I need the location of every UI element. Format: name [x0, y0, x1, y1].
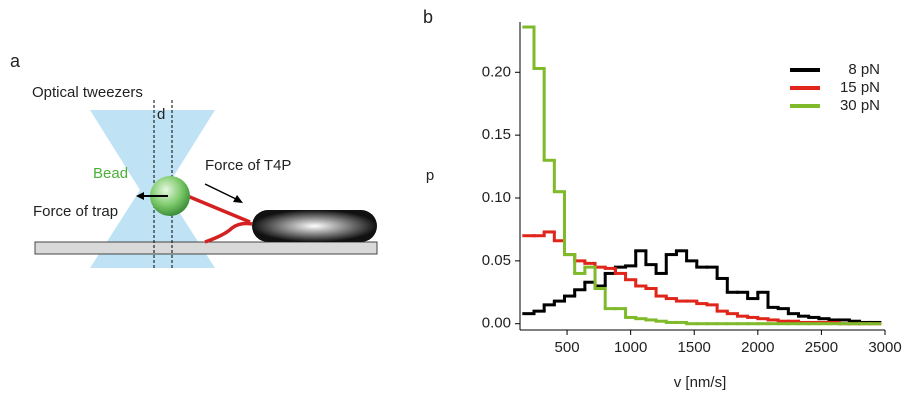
- y-tick-label: 0.15: [482, 126, 511, 143]
- t4p-label: Force of T4P: [205, 157, 291, 174]
- y-tick-label: 0.05: [482, 252, 511, 269]
- bacterium: [252, 210, 377, 242]
- bead: [150, 176, 190, 216]
- y-tick-label: 0.20: [482, 63, 511, 80]
- pilus: [184, 193, 253, 244]
- legend-label: 15 pN: [840, 79, 880, 96]
- panel-label: b: [423, 7, 433, 27]
- legend-label: 8 pN: [848, 61, 880, 78]
- y-tick-label: 0.00: [482, 315, 511, 332]
- x-tick-label: 3000: [868, 339, 901, 356]
- x-tick-label: 1000: [614, 339, 647, 356]
- x-tick-label: 2500: [805, 339, 838, 356]
- y-tick-label: 0.10: [482, 189, 511, 206]
- distance-label: d: [157, 106, 165, 123]
- bead-label: Bead: [93, 165, 128, 182]
- arrowhead: [136, 192, 144, 200]
- x-tick-label: 500: [555, 339, 580, 356]
- surface: [34, 241, 378, 255]
- panel-label: a: [10, 51, 21, 71]
- x-tick-label: 1500: [678, 339, 711, 356]
- histogram-chart: b v [nm/s] p 0.00 0.05 0.10 0.15 0.20 500 1000…: [423, 7, 902, 391]
- tweezers-label: Optical tweezers: [32, 84, 143, 101]
- trap-label: Force of trap: [33, 203, 118, 220]
- arrow: [204, 183, 239, 201]
- x-tick-label: 2000: [741, 339, 774, 356]
- y-axis-label: p: [426, 167, 434, 184]
- x-axis-label: v [nm/s]: [674, 374, 727, 391]
- arrowhead: [233, 195, 243, 203]
- legend-label: 30 pN: [840, 97, 880, 114]
- diagram: a Optical tweezers d Bead Force of T4P F…: [10, 51, 378, 268]
